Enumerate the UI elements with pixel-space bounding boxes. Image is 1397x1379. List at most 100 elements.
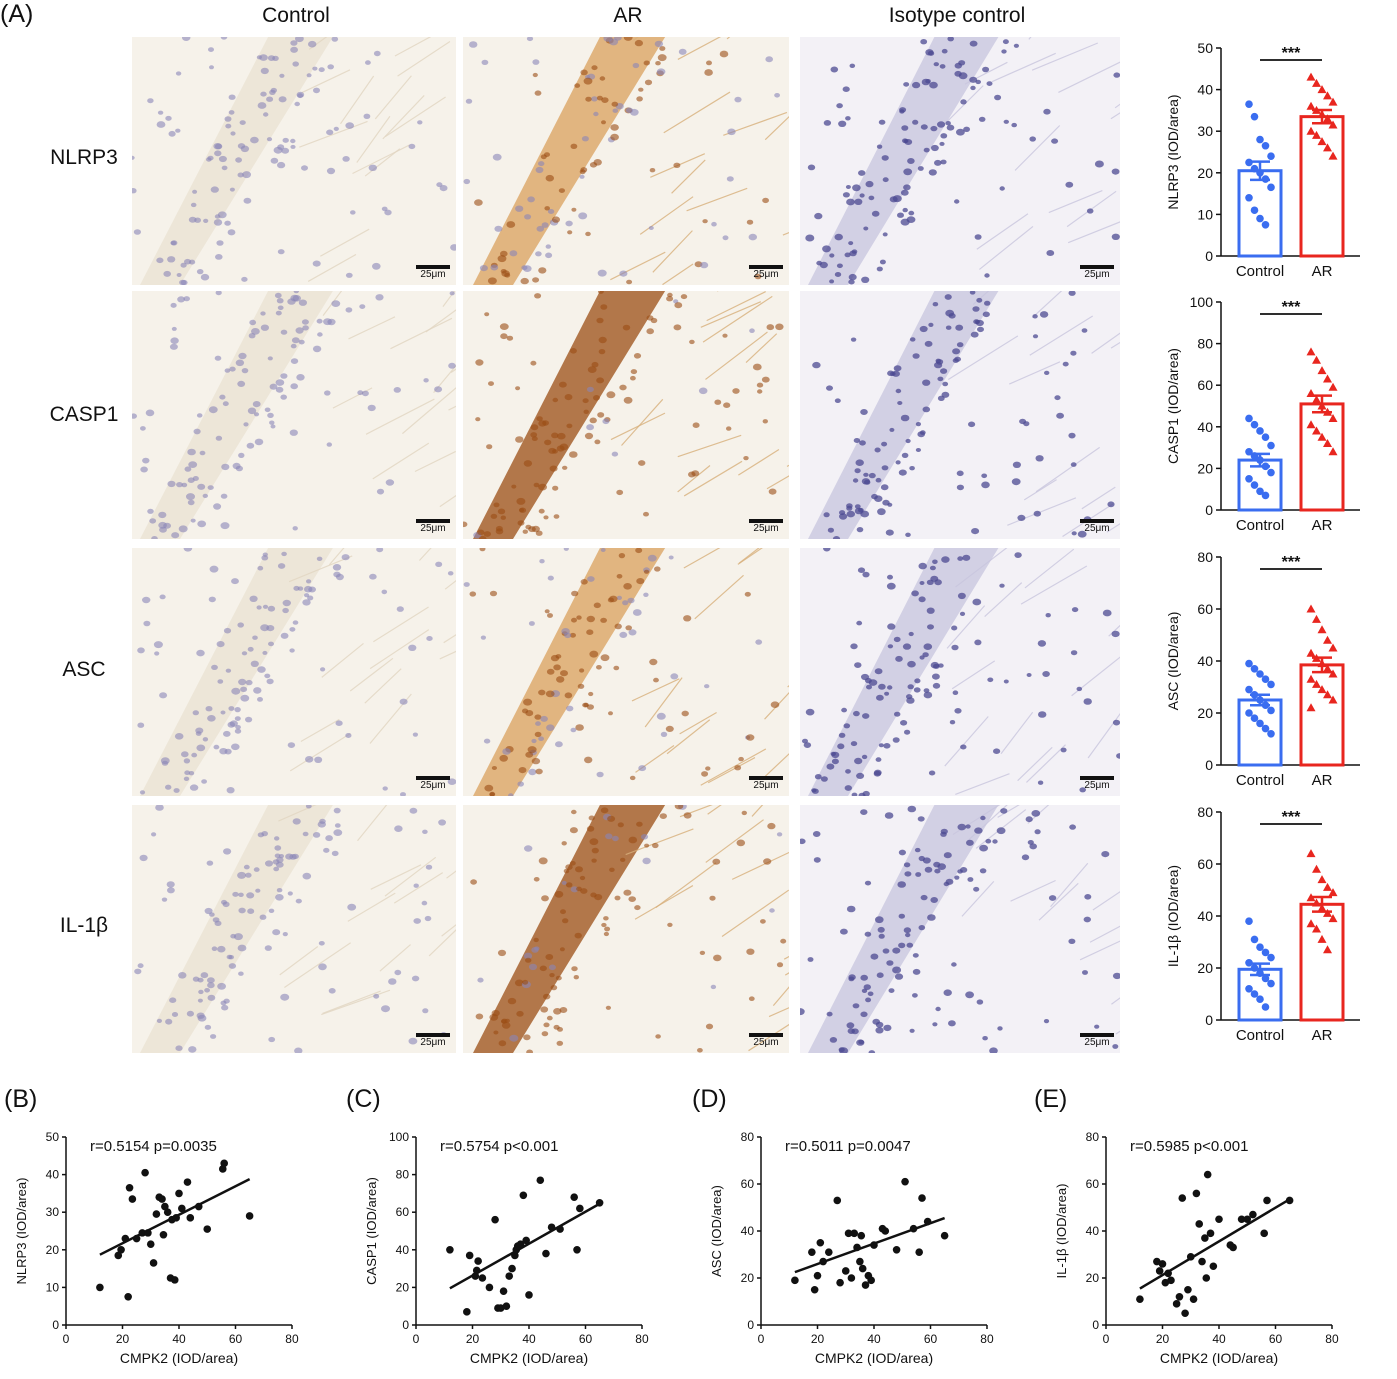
- data-point-ar: [1328, 695, 1338, 704]
- scatter-plot-asc: 0 20 40 60 80 0 20 40 60 80 CMPK2 (IOD/area) ASC (I…: [709, 1130, 994, 1366]
- x-category-label: AR: [1312, 1027, 1333, 1044]
- data-point: [847, 1274, 856, 1282]
- data-point-control: [1245, 685, 1253, 694]
- micrograph-asc-ar: 25μm: [463, 548, 789, 796]
- data-point-ar: [1306, 347, 1316, 356]
- scale-bar-label: 25μm: [1084, 780, 1110, 791]
- y-tick-label: 80: [1086, 1130, 1100, 1144]
- x-tick-label: 0: [63, 1332, 70, 1346]
- y-tick-label: 0: [1205, 1012, 1213, 1028]
- data-point: [1229, 1243, 1237, 1252]
- x-tick-label: 80: [980, 1332, 994, 1346]
- y-tick-label: 40: [1086, 1224, 1100, 1238]
- data-point-control: [1256, 943, 1264, 951]
- y-tick-label: 20: [1197, 165, 1213, 181]
- data-point-control: [1245, 414, 1253, 423]
- y-axis-label: CASP1 (IOD/area): [1165, 348, 1181, 464]
- x-axis-label: CMPK2 (IOD/area): [470, 1350, 588, 1366]
- data-point: [1186, 1253, 1195, 1261]
- bar-chart-nlrp3: 0 10 20 30 40 50 NLRP3 (IOD/area) Control AR ***: [1165, 40, 1360, 280]
- data-point-ar: [1328, 914, 1338, 923]
- data-point-control: [1261, 491, 1270, 500]
- data-point-control: [1261, 221, 1270, 229]
- data-point-ar: [1328, 413, 1338, 422]
- data-point-ar: [1323, 438, 1332, 447]
- data-point: [595, 1199, 604, 1207]
- data-point-control: [1256, 969, 1264, 977]
- panel-letter-e: (E): [1034, 1085, 1068, 1113]
- data-point-control: [1250, 665, 1259, 673]
- micrograph-il1b-isotype-control: 25μm: [800, 805, 1120, 1053]
- y-axis-label: NLRP3 (IOD/area): [14, 1178, 29, 1285]
- data-point: [915, 1248, 923, 1256]
- data-point-ar: [1312, 864, 1321, 873]
- y-tick-label: 40: [1197, 82, 1213, 98]
- y-tick-label: 20: [741, 1271, 755, 1285]
- data-point-control: [1267, 730, 1275, 738]
- bar-control: [1237, 169, 1283, 258]
- y-tick-label: 40: [46, 1168, 60, 1182]
- data-point: [1155, 1267, 1164, 1275]
- data-point: [573, 1246, 581, 1254]
- column-header-ar: AR: [613, 4, 643, 27]
- data-point-ar: [1312, 924, 1321, 933]
- y-tick-label: 20: [396, 1280, 410, 1294]
- y-axis-label: NLRP3 (IOD/area): [1165, 94, 1181, 209]
- data-point: [194, 1202, 203, 1211]
- y-tick-label: 50: [1197, 40, 1213, 56]
- svg-text:***: ***: [1282, 45, 1301, 62]
- data-point-ar: [1312, 679, 1321, 688]
- data-point: [1215, 1215, 1223, 1224]
- y-tick-label: 10: [1197, 206, 1213, 222]
- data-point: [159, 1230, 168, 1239]
- data-point-control: [1245, 475, 1253, 483]
- tissue-illustration: [132, 805, 456, 1053]
- scale-bar-line: [1080, 265, 1114, 269]
- bar-chart-asc: 0 20 40 60 80 ASC (IOD/area) Control AR ***: [1165, 549, 1360, 789]
- bar-ar: [1299, 663, 1345, 767]
- data-point-control: [1267, 680, 1275, 689]
- data-point-control: [1250, 714, 1259, 722]
- data-point: [819, 1257, 827, 1266]
- data-point: [542, 1249, 550, 1258]
- data-point: [144, 1229, 152, 1237]
- data-point: [125, 1183, 134, 1192]
- y-tick-label: 30: [46, 1205, 60, 1219]
- scale-bar: 25μm: [1080, 1033, 1114, 1048]
- y-axis: 0 20 40 60 80 100: [1190, 294, 1360, 518]
- x-tick-label: 40: [522, 1332, 536, 1346]
- data-point-ar: [1312, 614, 1321, 623]
- x-category-label: AR: [1312, 263, 1333, 280]
- y-tick-label: 40: [396, 1243, 410, 1257]
- data-point: [856, 1257, 864, 1266]
- row-header-nlrp3: NLRP3: [50, 146, 118, 169]
- x-axis-label: CMPK2 (IOD/area): [1160, 1350, 1278, 1366]
- y-tick-label: 40: [1197, 908, 1213, 924]
- data-point-ar: [1317, 366, 1327, 375]
- x-tick-label: 40: [867, 1332, 881, 1346]
- x-tick-label: 20: [811, 1332, 825, 1346]
- x-category-label: Control: [1236, 263, 1284, 280]
- x-tick-label: 60: [229, 1332, 243, 1346]
- correlation-annotation: r=0.5011 p=0.0047: [785, 1138, 911, 1155]
- data-point-ar: [1306, 420, 1316, 429]
- data-point-control: [1261, 948, 1270, 957]
- correlation-annotation: r=0.5754 p<0.001: [440, 1138, 558, 1155]
- data-point-ar: [1323, 690, 1332, 699]
- x-tick-label: 60: [579, 1332, 593, 1346]
- data-point: [465, 1251, 474, 1260]
- data-point: [923, 1217, 932, 1226]
- data-point: [186, 1214, 195, 1222]
- scatter-plot-casp1: 0 20 40 60 80 100 0 20 40 60 80 CMPK2 (IOD/area) CAS…: [364, 1130, 649, 1366]
- data-point: [1172, 1300, 1181, 1308]
- data-point-ar: [1323, 635, 1332, 644]
- data-point: [96, 1283, 104, 1292]
- bar-ar: [1299, 402, 1345, 512]
- data-point: [121, 1234, 130, 1243]
- data-point: [1192, 1189, 1201, 1198]
- data-point-ar: [1328, 643, 1338, 652]
- data-point: [870, 1241, 878, 1249]
- data-point: [1206, 1229, 1215, 1238]
- data-point: [446, 1246, 454, 1254]
- data-point-control: [1267, 468, 1275, 477]
